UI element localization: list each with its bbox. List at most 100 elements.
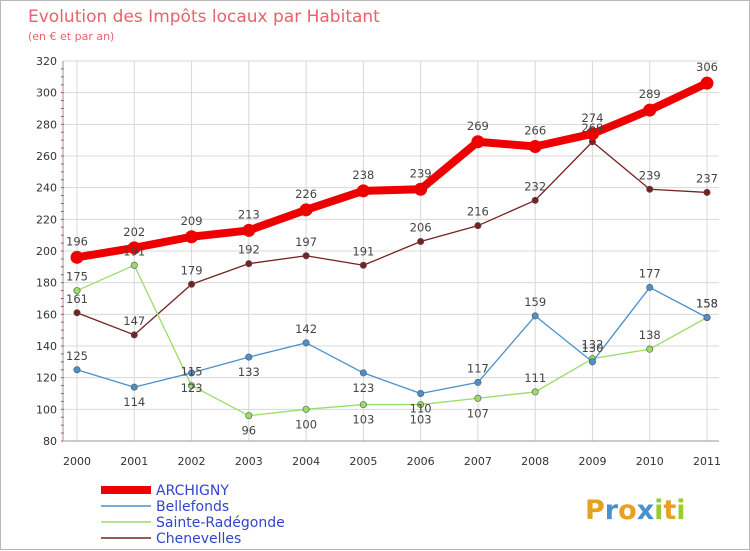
data-point (127, 241, 141, 255)
legend-label: Sainte-Radégonde (156, 515, 285, 531)
data-label: 237 (696, 171, 718, 185)
data-point (646, 345, 654, 353)
data-point (474, 378, 482, 386)
data-label: 179 (181, 263, 203, 277)
y-tick-label: 280 (36, 118, 57, 131)
data-label: 196 (66, 234, 88, 248)
x-tick-label: 2002 (178, 455, 206, 468)
legend-label: Chenevelles (156, 531, 241, 547)
data-label: 192 (238, 243, 260, 257)
data-point (188, 369, 196, 377)
data-label: 175 (66, 270, 88, 284)
data-point (242, 223, 256, 237)
logo-letter: i (676, 495, 685, 526)
data-point (359, 261, 367, 269)
series-sainte-radégonde (73, 261, 711, 420)
data-point (646, 283, 654, 291)
series-line (76, 286, 708, 395)
data-label: 206 (410, 221, 432, 235)
data-label: 289 (639, 87, 661, 101)
data-label: 158 (696, 297, 718, 311)
data-point (700, 76, 714, 90)
data-label: 130 (581, 341, 603, 355)
data-label: 125 (66, 349, 88, 363)
data-label: 103 (352, 413, 374, 427)
data-label: 191 (123, 244, 145, 258)
data-label: 147 (123, 314, 145, 328)
data-point (73, 309, 81, 317)
data-label: 132 (581, 338, 603, 352)
series-line (76, 264, 708, 417)
data-point (417, 401, 425, 409)
data-point (185, 230, 199, 244)
data-label: 306 (696, 60, 718, 74)
data-point (299, 203, 313, 217)
data-label: 158 (696, 297, 718, 311)
series-group: 196 202 209 213 226 238 239 269 266 274 289 306 125 1… (66, 60, 718, 438)
x-tick-label: 2001 (120, 455, 148, 468)
data-point (531, 388, 539, 396)
y-tick-label: 80 (43, 435, 57, 448)
data-label: 100 (295, 417, 317, 431)
data-label: 138 (639, 328, 661, 342)
data-point (302, 339, 310, 347)
y-tick-label: 200 (36, 245, 57, 258)
y-tick-label: 100 (36, 403, 57, 416)
logo-letter: r (605, 495, 619, 526)
data-label: 161 (66, 292, 88, 306)
data-point (703, 313, 711, 321)
x-tick-label: 2003 (235, 455, 263, 468)
data-label: 115 (181, 365, 203, 379)
data-point (417, 238, 425, 246)
data-label: 238 (352, 168, 374, 182)
data-point (245, 412, 253, 420)
y-tick-label: 320 (36, 55, 57, 68)
data-point (188, 382, 196, 390)
series-bellefonds (73, 283, 711, 397)
x-tick-label: 2005 (349, 455, 377, 468)
x-tick-label: 2009 (578, 455, 606, 468)
x-tick-label: 2007 (464, 455, 492, 468)
data-label: 209 (181, 214, 203, 228)
data-point (417, 389, 425, 397)
series-archigny (70, 76, 714, 264)
data-point (302, 252, 310, 260)
y-tick-label: 220 (36, 213, 57, 226)
data-point (359, 401, 367, 409)
data-label: 239 (639, 168, 661, 182)
legend: ARCHIGNYBellefondsSainte-RadégondeChenev… (101, 483, 285, 547)
x-tick-label: 2008 (521, 455, 549, 468)
proxiti-logo: Proxiti (585, 495, 686, 526)
data-point (585, 127, 599, 141)
data-label: 213 (238, 207, 260, 221)
logo-letter: o (618, 495, 637, 526)
logo-letter: P (585, 495, 605, 526)
y-tick-label: 260 (36, 150, 57, 163)
y-tick-label: 180 (36, 277, 57, 290)
logo-letter: t (663, 495, 676, 526)
series-line (73, 79, 711, 262)
chart-title: Evolution des Impôts locaux par Habitant (28, 7, 380, 27)
data-point (70, 250, 84, 264)
data-point (474, 394, 482, 402)
data-label: 232 (524, 179, 546, 193)
data-label: 274 (581, 111, 603, 125)
logo-letter: i (654, 495, 663, 526)
data-label: 269 (467, 119, 489, 133)
data-label: 133 (238, 365, 260, 379)
data-label: 114 (123, 395, 145, 409)
data-label: 269 (581, 121, 603, 135)
data-label: 197 (295, 235, 317, 249)
x-tick-label: 2010 (636, 455, 664, 468)
data-point (471, 135, 485, 149)
data-label: 191 (352, 244, 374, 258)
data-point (356, 184, 370, 198)
data-point (528, 140, 542, 153)
data-label: 96 (241, 424, 256, 438)
data-point (646, 185, 654, 193)
x-tick-label: 2004 (292, 455, 320, 468)
data-label: 103 (410, 413, 432, 427)
data-point (130, 383, 138, 391)
data-label: 266 (524, 124, 546, 138)
